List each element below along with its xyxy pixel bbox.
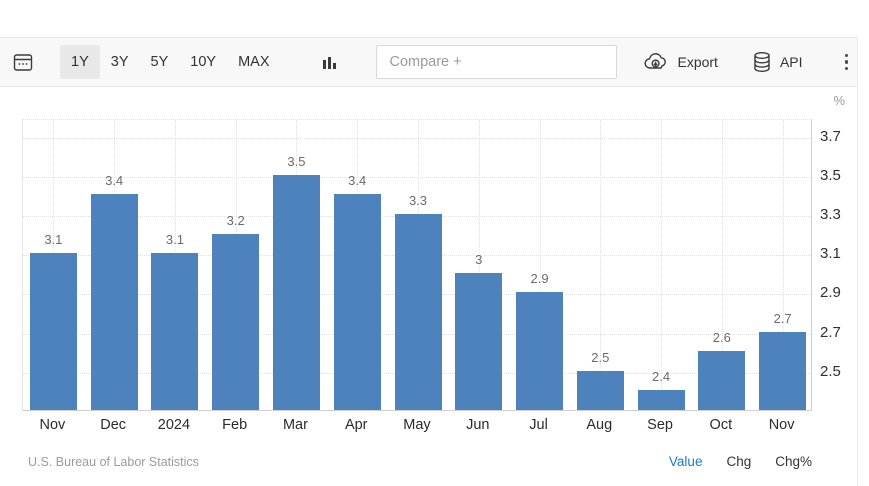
- x-tick-label-sep-10: Sep: [647, 417, 673, 433]
- y-tick-label-2.5: 2.5: [820, 362, 841, 380]
- range-buttons: 1Y 3Y 5Y 10Y MAX: [60, 45, 280, 79]
- x-tick-label-jul-8: Jul: [529, 417, 548, 433]
- gridline-x-12: [783, 120, 784, 410]
- x-tick-label-nov-12: Nov: [768, 417, 795, 433]
- x-tick-label-may-6: May: [403, 417, 431, 433]
- bar-value-label-12: 2.7: [773, 310, 792, 326]
- gridline-x-11: [722, 120, 723, 410]
- database-icon: [754, 52, 770, 73]
- gridline-x-10: [661, 120, 662, 410]
- bar-value-label-3: 3.2: [226, 212, 245, 228]
- x-tick-label-feb-3: Feb: [222, 417, 248, 433]
- range-button-10y[interactable]: 10Y: [179, 45, 227, 79]
- bar-value-label-10: 2.4: [652, 369, 671, 385]
- bar-aug-9[interactable]: [576, 370, 624, 410]
- bar-dec-1[interactable]: [90, 194, 138, 410]
- x-tick-label-dec-1: Dec: [100, 417, 127, 433]
- more-options-button[interactable]: [839, 50, 855, 75]
- bar-jun-7[interactable]: [455, 272, 503, 410]
- gridline-y-3.7: [23, 137, 811, 139]
- gridline-y-3.5: [23, 176, 811, 178]
- gridline-x-8: [540, 120, 541, 410]
- y-tick-label-3.7: 3.7: [820, 127, 841, 145]
- chart-type-button[interactable]: [322, 55, 338, 69]
- bar-value-label-11: 2.6: [712, 330, 731, 346]
- card-right-border: [857, 37, 858, 486]
- bar-mar-4[interactable]: [272, 174, 320, 410]
- footer-link-chgpct[interactable]: Chg%: [775, 454, 812, 469]
- bar-value-label-7: 3: [475, 251, 483, 267]
- range-button-5y[interactable]: 5Y: [140, 45, 180, 79]
- y-axis-unit-label: %: [833, 93, 845, 108]
- bar-value-label-6: 3.3: [408, 193, 428, 209]
- gridline-x-9: [600, 120, 601, 410]
- bar-jul-8[interactable]: [516, 292, 564, 410]
- calendar-button[interactable]: [12, 51, 34, 73]
- footer-links: Value Chg Chg%: [669, 454, 812, 469]
- bar-nov-0[interactable]: [29, 253, 77, 410]
- api-button[interactable]: API: [752, 51, 803, 73]
- bar-value-label-1: 3.4: [105, 173, 124, 189]
- y-tick-label-2.7: 2.7: [820, 323, 841, 341]
- y-tick-label-3.3: 3.3: [820, 206, 841, 224]
- bar-apr-5[interactable]: [333, 194, 381, 410]
- bar-sep-10[interactable]: [637, 390, 685, 410]
- bar-chart-icon: [323, 57, 337, 69]
- api-label: API: [779, 54, 803, 70]
- gridline-x-7: [479, 120, 480, 410]
- range-button-1y[interactable]: 1Y: [60, 45, 100, 79]
- range-button-max[interactable]: MAX: [227, 45, 280, 79]
- bar-value-label-2: 3.1: [165, 232, 184, 248]
- bar-feb-3[interactable]: [212, 233, 260, 410]
- calendar-icon: [13, 54, 33, 71]
- y-tick-label-3.5: 3.5: [820, 166, 841, 184]
- bar-value-label-4: 3.5: [287, 153, 306, 169]
- footer-link-value[interactable]: Value: [668, 454, 703, 469]
- compare-input[interactable]: [376, 45, 618, 79]
- bar-value-label-0: 3.1: [44, 232, 63, 248]
- y-tick-label-3.1: 3.1: [820, 245, 841, 263]
- bar-oct-11[interactable]: [698, 351, 746, 410]
- cloud-download-icon: [645, 53, 667, 69]
- kebab-menu-icon: [844, 53, 849, 58]
- x-tick-label-mar-4: Mar: [282, 417, 308, 433]
- range-button-3y[interactable]: 3Y: [100, 45, 140, 79]
- export-button[interactable]: Export: [643, 52, 718, 72]
- bar-value-label-8: 2.9: [530, 271, 549, 287]
- plot-area: 3.1 3.4 3.1 3.2 3.5 3.4 3.3 3 2.9 2.5 2.4 2.6 2.7: [22, 119, 812, 411]
- footer-link-chg[interactable]: Chg: [726, 454, 752, 469]
- x-tick-label-aug-9: Aug: [586, 417, 613, 433]
- bar-value-label-9: 2.5: [591, 349, 610, 365]
- y-tick-label-2.9: 2.9: [820, 284, 841, 302]
- bar-2024-2[interactable]: [151, 253, 199, 410]
- x-tick-label-jun-7: Jun: [466, 417, 490, 433]
- bar-may-6[interactable]: [394, 214, 442, 410]
- bar-value-label-5: 3.4: [348, 173, 367, 189]
- x-tick-label-apr-5: Apr: [344, 417, 368, 433]
- x-tick-label-nov-0: Nov: [39, 417, 66, 433]
- bar-nov-12[interactable]: [759, 331, 807, 410]
- export-label: Export: [677, 54, 718, 70]
- source-attribution: U.S. Bureau of Labor Statistics: [28, 455, 199, 469]
- x-tick-label-2024-2: 2024: [157, 417, 191, 433]
- x-tick-label-oct-11: Oct: [709, 417, 733, 433]
